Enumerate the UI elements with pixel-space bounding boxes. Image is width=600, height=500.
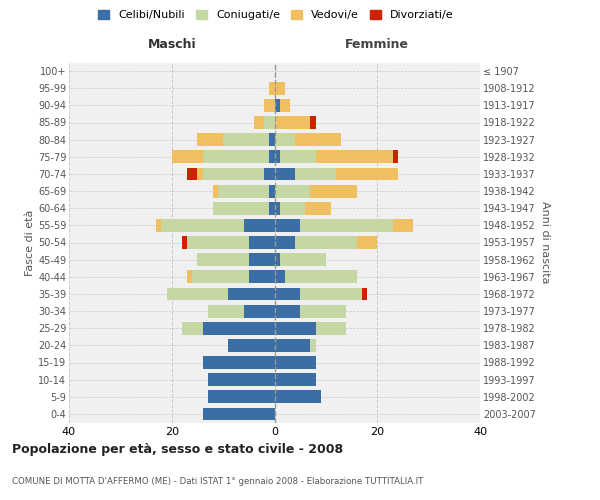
Bar: [228, 339, 275, 352]
Bar: [392, 219, 413, 232]
Bar: [305, 202, 331, 214]
Bar: [269, 150, 275, 163]
Bar: [392, 150, 398, 163]
Bar: [275, 339, 310, 352]
Bar: [275, 168, 295, 180]
Y-axis label: Anni di nascita: Anni di nascita: [539, 201, 550, 284]
Bar: [249, 236, 275, 249]
Bar: [203, 322, 275, 334]
Bar: [300, 288, 362, 300]
Bar: [187, 270, 193, 283]
Bar: [269, 82, 275, 94]
Bar: [280, 253, 326, 266]
Bar: [203, 168, 264, 180]
Bar: [157, 219, 161, 232]
Text: Popolazione per età, sesso e stato civile - 2008: Popolazione per età, sesso e stato civil…: [12, 442, 343, 456]
Bar: [264, 99, 275, 112]
Bar: [197, 253, 249, 266]
Bar: [275, 236, 295, 249]
Bar: [249, 253, 275, 266]
Bar: [285, 270, 356, 283]
Bar: [310, 184, 356, 198]
Bar: [203, 356, 275, 369]
Bar: [362, 288, 367, 300]
Bar: [208, 390, 275, 403]
Bar: [269, 184, 275, 198]
Bar: [213, 184, 218, 198]
Bar: [193, 270, 249, 283]
Bar: [275, 322, 316, 334]
Bar: [295, 236, 357, 249]
Bar: [228, 288, 275, 300]
Bar: [208, 304, 244, 318]
Bar: [269, 133, 275, 146]
Y-axis label: Fasce di età: Fasce di età: [25, 210, 35, 276]
Bar: [280, 99, 290, 112]
Bar: [244, 219, 275, 232]
Bar: [275, 373, 316, 386]
Bar: [187, 236, 249, 249]
Bar: [300, 304, 346, 318]
Bar: [275, 288, 300, 300]
Bar: [213, 202, 269, 214]
Bar: [310, 116, 316, 129]
Bar: [300, 219, 392, 232]
Bar: [275, 202, 280, 214]
Bar: [197, 133, 223, 146]
Bar: [310, 339, 316, 352]
Bar: [208, 373, 275, 386]
Bar: [244, 304, 275, 318]
Bar: [356, 236, 377, 249]
Bar: [275, 184, 310, 198]
Bar: [249, 270, 275, 283]
Text: COMUNE DI MOTTA D'AFFERMO (ME) - Dati ISTAT 1° gennaio 2008 - Elaborazione TUTTI: COMUNE DI MOTTA D'AFFERMO (ME) - Dati IS…: [12, 477, 424, 486]
Bar: [275, 356, 316, 369]
Bar: [197, 168, 203, 180]
Bar: [316, 150, 392, 163]
Bar: [275, 82, 285, 94]
Bar: [161, 219, 244, 232]
Bar: [218, 184, 269, 198]
Bar: [295, 133, 341, 146]
Bar: [172, 150, 203, 163]
Bar: [316, 322, 346, 334]
Bar: [167, 288, 228, 300]
Bar: [264, 116, 275, 129]
Text: Maschi: Maschi: [148, 38, 196, 51]
Bar: [336, 168, 398, 180]
Bar: [223, 133, 269, 146]
Legend: Celibi/Nubili, Coniugati/e, Vedovi/e, Divorziati/e: Celibi/Nubili, Coniugati/e, Vedovi/e, Di…: [94, 6, 458, 25]
Text: Femmine: Femmine: [345, 38, 409, 51]
Bar: [275, 219, 300, 232]
Bar: [275, 116, 310, 129]
Bar: [295, 168, 336, 180]
Bar: [280, 150, 316, 163]
Bar: [275, 253, 280, 266]
Bar: [203, 150, 269, 163]
Bar: [187, 168, 197, 180]
Bar: [182, 236, 187, 249]
Bar: [275, 270, 285, 283]
Bar: [269, 202, 275, 214]
Bar: [264, 168, 275, 180]
Bar: [254, 116, 264, 129]
Bar: [275, 133, 295, 146]
Bar: [280, 202, 305, 214]
Bar: [275, 99, 280, 112]
Bar: [275, 150, 280, 163]
Bar: [182, 322, 203, 334]
Bar: [275, 304, 300, 318]
Bar: [275, 390, 321, 403]
Bar: [203, 408, 275, 420]
